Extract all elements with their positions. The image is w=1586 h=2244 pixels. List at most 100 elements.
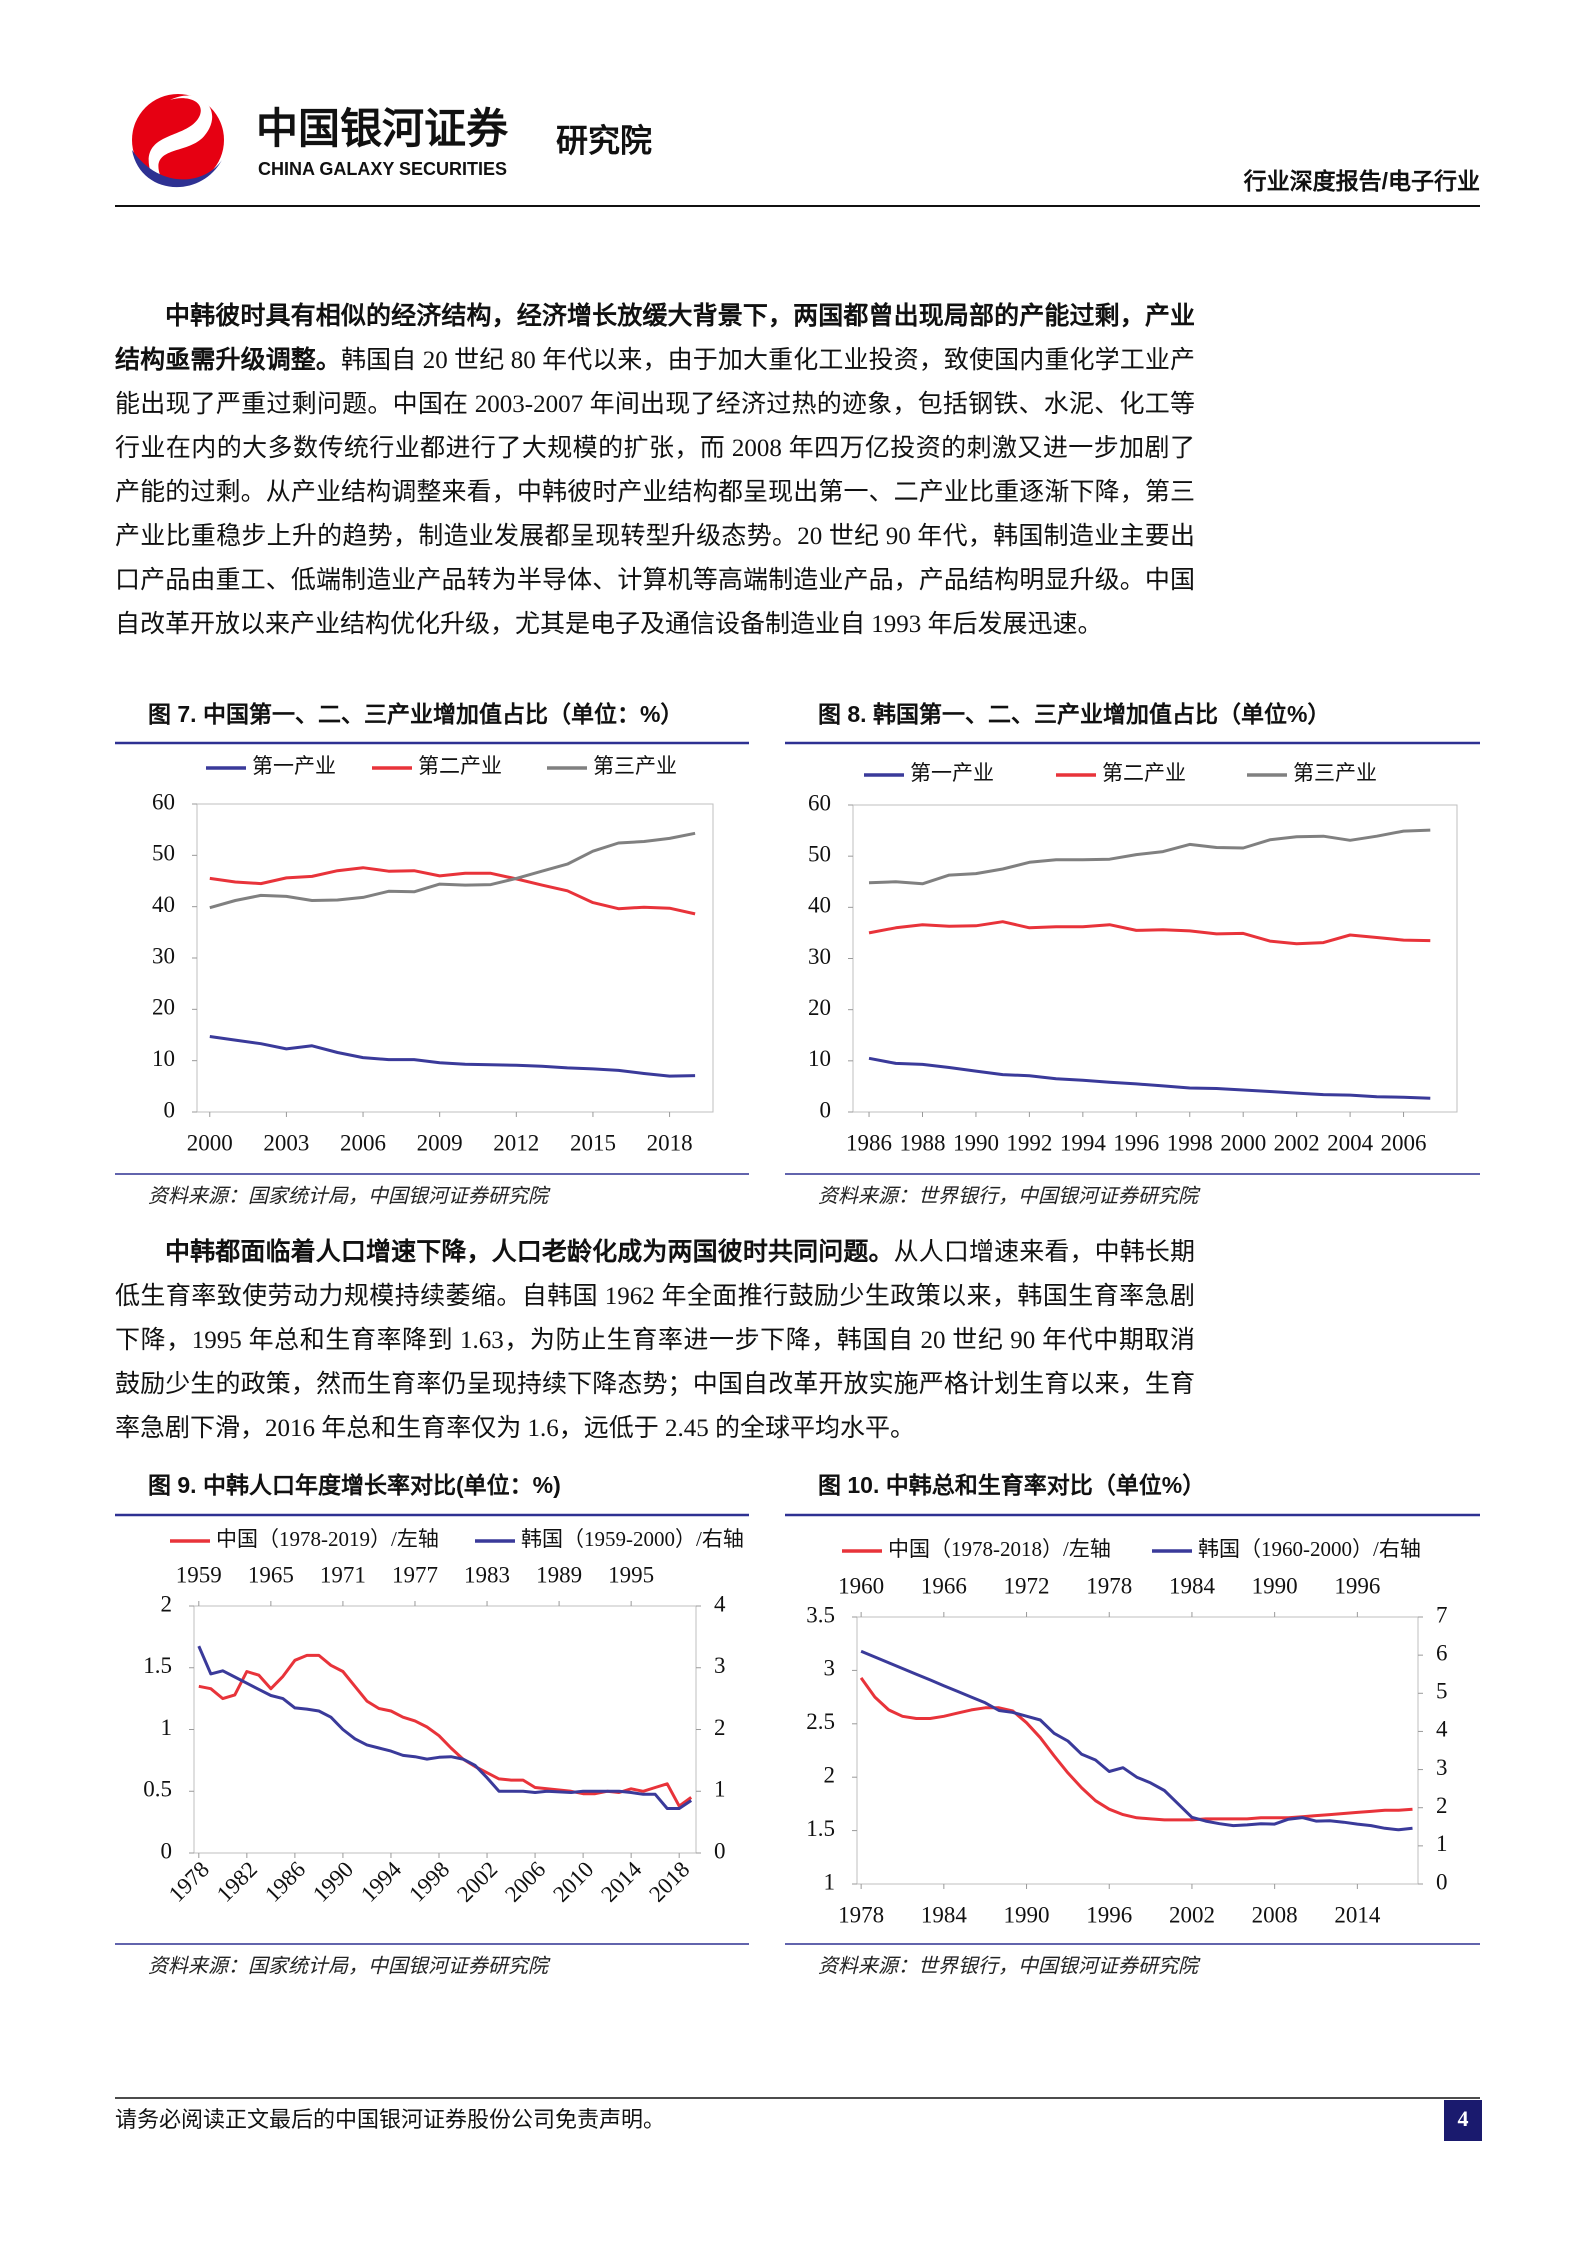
y-tick-label: 2.5 <box>806 1709 835 1734</box>
page-box <box>1444 2100 1482 2141</box>
figure-source: 资料来源：国家统计局，中国银河证券研究院 <box>148 1956 551 1978</box>
y2-tick-label: 4 <box>1436 1717 1448 1742</box>
y2-tick-label: 2 <box>714 1715 726 1740</box>
y-tick-label: 50 <box>152 841 175 866</box>
y2-tick-label: 4 <box>714 1591 726 1616</box>
series-line <box>209 1035 696 1078</box>
plot-frame <box>196 803 714 1113</box>
x-tick-label: 1994 <box>356 1856 407 1907</box>
x-tick-label: 1998 <box>1167 1130 1213 1155</box>
x2-tick-label: 1972 <box>1004 1573 1050 1598</box>
series-line <box>868 828 1431 886</box>
series-line <box>868 1056 1431 1100</box>
x-tick-label: 1978 <box>164 1857 214 1907</box>
y-tick-label: 2 <box>161 1591 173 1616</box>
logo <box>132 94 224 188</box>
x2-tick-label: 1983 <box>464 1562 510 1587</box>
legend-label: 中国（1978-2018）/左轴 <box>888 1537 1111 1561</box>
y-tick-label: 60 <box>152 789 175 814</box>
logo-cn: 中国银河证券 <box>256 105 509 152</box>
y-tick-label: 0 <box>161 1838 173 1863</box>
legend-label: 第一产业 <box>252 754 336 778</box>
x-tick-label: 2003 <box>263 1130 309 1155</box>
figure-caption: 图 8. 韩国第一、二、三产业增加值占比（单位%） <box>818 701 1330 727</box>
y2-tick-label: 2 <box>1436 1793 1448 1818</box>
report-type: 行业深度报告/电子行业 <box>1243 168 1480 194</box>
y-tick-label: 2 <box>824 1762 836 1787</box>
y-tick-label: 3 <box>824 1656 836 1681</box>
y2-tick-label: 0 <box>1436 1869 1448 1894</box>
x2-tick-label: 1959 <box>176 1562 222 1587</box>
x-tick-label: 2002 <box>1169 1902 1215 1927</box>
legend-label: 第二产业 <box>1102 761 1186 785</box>
x2-tick-label: 1995 <box>608 1562 654 1587</box>
body-text: 从人口增速来看，中韩长期低生育率致使劳动力规模持续萎缩。自韩国 1962 年全面… <box>115 1239 1195 1442</box>
y-tick-label: 30 <box>808 944 831 969</box>
x-tick-label: 2008 <box>1252 1902 1298 1927</box>
y2-tick-label: 3 <box>1436 1755 1448 1780</box>
y-tick-label: 1.5 <box>806 1816 835 1841</box>
x-tick-label: 1986 <box>260 1857 310 1907</box>
lead: 中韩彼时具有相似的经济结构，经济增长放缓大背景下，两国都曾出现局部的产能过剩，产… <box>115 303 1195 374</box>
disclaimer: 请务必阅读正文最后的中国银河证券股份公司免责声明。 <box>115 2107 665 2132</box>
paragraph: 中韩彼时具有相似的经济结构，经济增长放缓大背景下，两国都曾出现局部的产能过剩，产… <box>115 295 1195 647</box>
y-tick-label: 20 <box>152 995 175 1020</box>
x-tick-label: 1986 <box>846 1130 892 1155</box>
x2-tick-label: 1989 <box>536 1562 582 1587</box>
x-tick-label: 2018 <box>644 1857 694 1907</box>
x-tick-label: 1990 <box>308 1857 358 1907</box>
y-tick-label: 0 <box>164 1097 176 1122</box>
y-tick-label: 50 <box>808 841 831 866</box>
logo-en: CHINA GALAXY SECURITIES <box>258 159 507 179</box>
y-tick-label: 0 <box>820 1097 832 1122</box>
series-line <box>197 1645 693 1810</box>
body-text: 韩国自 20 世纪 80 年代以来，由于加大重化工业投资，致使国内重化学工业产能… <box>115 347 1195 638</box>
y-tick-label: 30 <box>152 943 175 968</box>
logo-arc <box>132 150 222 188</box>
x2-tick-label: 1971 <box>320 1562 366 1587</box>
legend-label: 第二产业 <box>418 754 502 778</box>
x-tick-label: 2000 <box>187 1130 233 1155</box>
series-line <box>209 866 696 916</box>
y-tick-label: 10 <box>808 1046 831 1071</box>
y-tick-label: 3.5 <box>806 1602 835 1627</box>
x-tick-label: 2010 <box>548 1857 598 1907</box>
y2-tick-label: 5 <box>1436 1679 1448 1704</box>
legend-label: 第三产业 <box>593 754 677 778</box>
x2-tick-label: 1978 <box>1086 1573 1132 1598</box>
x-tick-label: 2018 <box>647 1130 693 1155</box>
series-line <box>859 1677 1413 1822</box>
x-tick-label: 2006 <box>500 1857 550 1907</box>
x2-tick-label: 1965 <box>248 1562 294 1587</box>
x2-tick-label: 1977 <box>392 1562 438 1587</box>
y-tick-label: 0.5 <box>143 1777 172 1802</box>
x-tick-label: 2009 <box>417 1130 463 1155</box>
plot-frame <box>193 1605 697 1854</box>
x2-tick-label: 1996 <box>1334 1573 1380 1598</box>
x2-tick-label: 1960 <box>838 1573 884 1598</box>
figure-caption: 图 7. 中国第一、二、三产业增加值占比（单位：%） <box>148 701 683 727</box>
series-line <box>860 1649 1413 1832</box>
logo-swirl <box>148 95 213 175</box>
page-number: 4 <box>1458 2106 1469 2131</box>
x-tick-label: 1996 <box>1113 1130 1159 1155</box>
plot-frame <box>856 1616 1419 1885</box>
x-tick-label: 2012 <box>493 1130 539 1155</box>
x-tick-label: 2000 <box>1220 1130 1266 1155</box>
y2-tick-label: 1 <box>714 1777 726 1802</box>
x-tick-label: 2002 <box>452 1857 502 1907</box>
y2-tick-label: 1 <box>1436 1831 1448 1856</box>
x-tick-label: 2015 <box>570 1130 616 1155</box>
figure-source: 资料来源：世界银行，中国银河证券研究院 <box>818 1186 1201 1208</box>
series-line <box>198 1653 693 1808</box>
series-line <box>868 920 1431 946</box>
x-tick-label: 2006 <box>340 1130 386 1155</box>
y2-tick-label: 3 <box>714 1653 726 1678</box>
y2-tick-label: 0 <box>714 1838 726 1863</box>
figure-caption: 图 9. 中韩人口年度增长率对比(单位：%) <box>148 1472 561 1498</box>
y-tick-label: 40 <box>808 893 831 918</box>
legend-label: 韩国（1959-2000）/右轴 <box>521 1527 744 1551</box>
y2-tick-label: 7 <box>1436 1602 1448 1627</box>
